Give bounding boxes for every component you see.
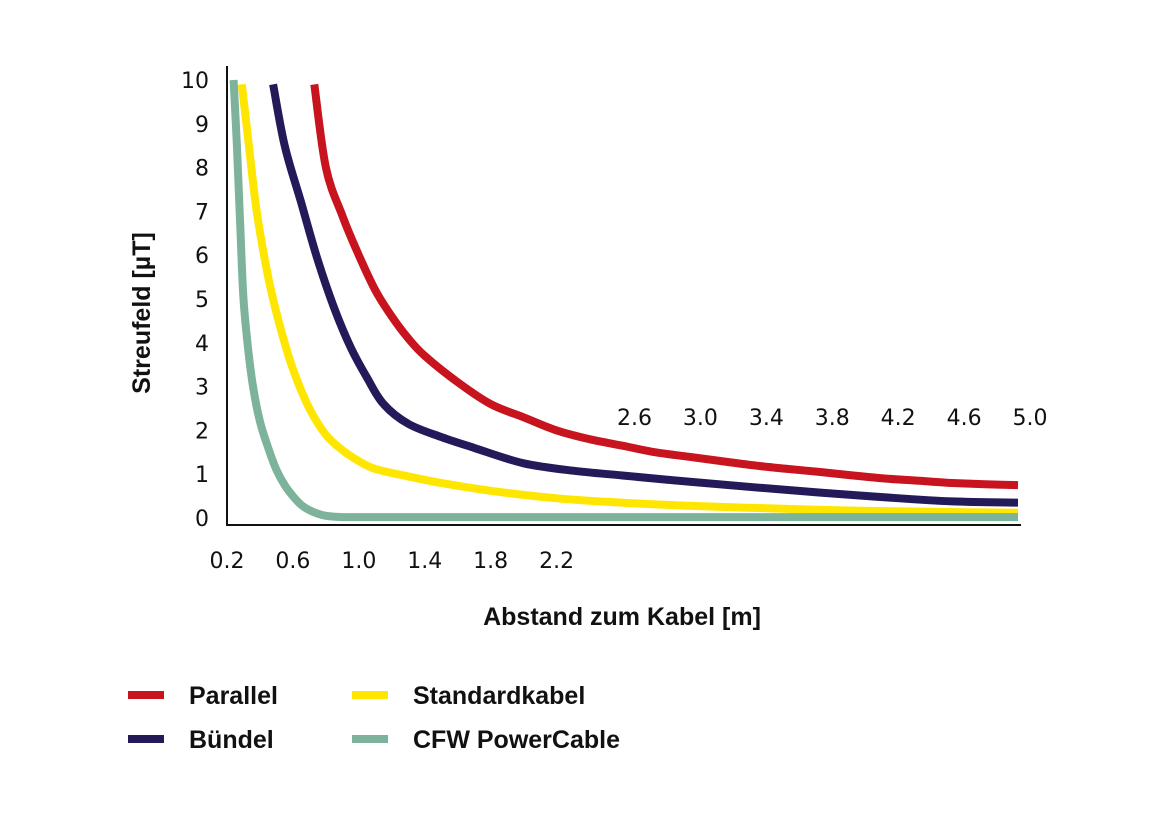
y-tick-label: 10 (181, 69, 209, 94)
y-tick-label: 3 (195, 376, 209, 401)
series-line-cfw-powercable (229, 79, 1018, 522)
series-line-standardkabel (237, 83, 1019, 517)
y-axis-title: Streufeld [µT] (128, 232, 156, 394)
legend-label: CFW PowerCable (413, 726, 620, 754)
y-tick-label: 0 (195, 507, 209, 532)
x-tick-label: 0.2 (210, 549, 245, 574)
x-tick-label: 2.2 (539, 549, 574, 574)
series-line-parallel (310, 83, 1019, 490)
y-tick-label: 6 (195, 244, 209, 269)
x-tick-labels: 0.2 0.6 1.0 1.4 1.8 2.2 2.6 3.0 3.4 3.8 4.2 4.6 5.0 (210, 406, 1048, 574)
x-tick-label: 4.6 (947, 406, 982, 431)
x-tick-label: 1.4 (407, 549, 442, 574)
x-tick-label: 3.8 (815, 406, 850, 431)
x-tick-label: 1.8 (473, 549, 508, 574)
legend-item-b-ndel: Bündel (128, 726, 274, 754)
legend-item-cfw-powercable: CFW PowerCable (352, 726, 620, 754)
x-tick-label: 2.6 (617, 406, 652, 431)
y-tick-label: 1 (195, 463, 209, 488)
legend-label: Parallel (189, 682, 278, 710)
legend-item-parallel: Parallel (128, 682, 278, 710)
x-tick-label: 0.6 (275, 549, 310, 574)
y-tick-labels: 0 1 2 3 4 5 6 7 8 9 10 (181, 69, 209, 532)
x-tick-label: 3.4 (749, 406, 784, 431)
x-axis-title: Abstand zum Kabel [m] (483, 603, 761, 631)
x-tick-label: 5.0 (1013, 406, 1048, 431)
x-tick-label: 4.2 (881, 406, 916, 431)
y-tick-label: 9 (195, 113, 209, 138)
y-tick-label: 2 (195, 419, 209, 444)
series-layer (229, 79, 1019, 522)
legend-item-standardkabel: Standardkabel (352, 682, 585, 710)
x-tick-label: 3.0 (683, 406, 718, 431)
legend-label: Bündel (189, 726, 274, 754)
x-tick-label: 1.0 (341, 549, 376, 574)
y-tick-label: 4 (195, 332, 209, 357)
y-tick-label: 5 (195, 288, 209, 313)
series-line-b-ndel (269, 83, 1019, 507)
legend: Parallel Bündel Standardkabel CFW PowerCabl… (128, 682, 620, 754)
legend-label: Standardkabel (413, 682, 585, 710)
y-tick-label: 8 (195, 157, 209, 182)
y-tick-label: 7 (195, 200, 209, 225)
